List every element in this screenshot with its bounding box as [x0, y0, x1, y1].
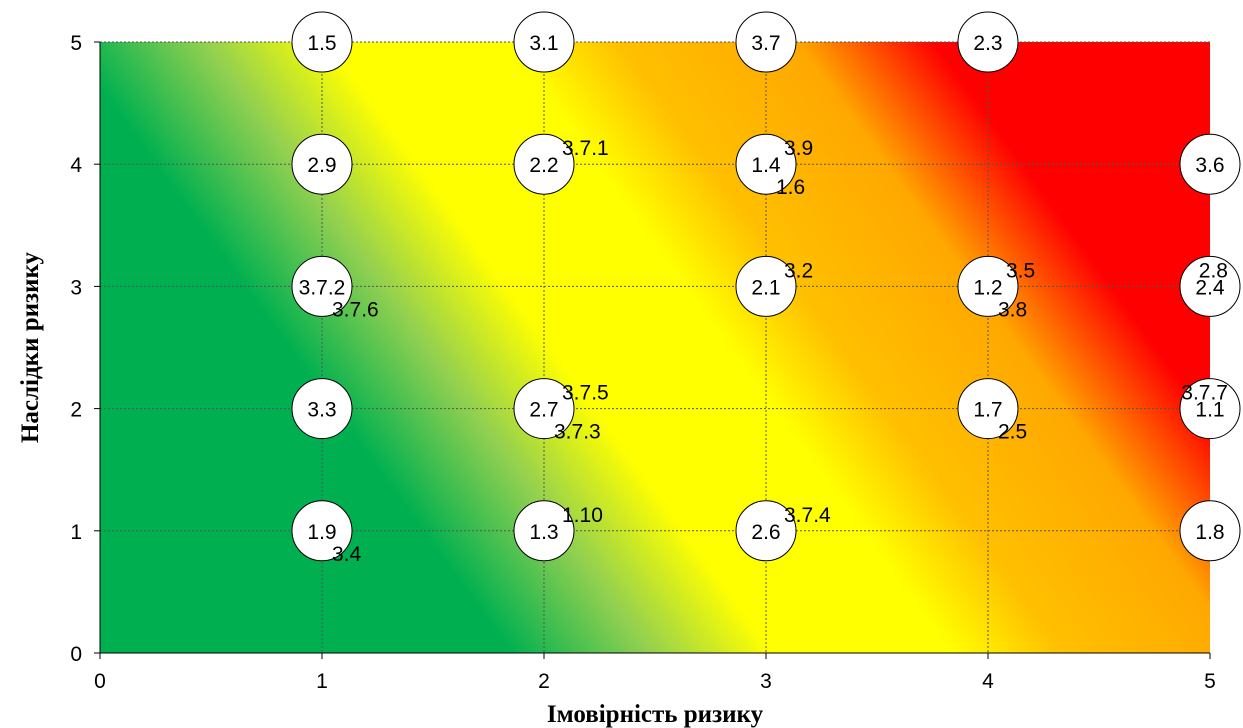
bubble-label-6: 1.4 [751, 154, 781, 177]
point-label-10: 3.7.7 [1181, 382, 1228, 405]
point-label-13: 3.7.4 [784, 504, 831, 527]
bubble-label-3: 2.3 [973, 32, 1002, 55]
bubble-label-16: 1.9 [307, 521, 336, 544]
bubble-2 [735, 11, 797, 73]
bubble-label-8: 3.7.2 [299, 276, 346, 299]
x-tick-labels: 0 1 2 3 4 5 [94, 670, 1216, 693]
bubble-label-9: 2.1 [751, 276, 780, 299]
bubble-0 [291, 11, 353, 73]
x-tick-label-5: 5 [1204, 670, 1216, 693]
bubble-14 [957, 378, 1019, 440]
bubble-label-12: 3.3 [307, 399, 336, 422]
bubble-13 [513, 378, 575, 440]
bubble-label-19: 1.8 [1195, 521, 1224, 544]
y-tick-label-5: 5 [70, 32, 82, 55]
bubble-7 [1179, 133, 1241, 195]
point-label-3: 3.7.6 [332, 298, 379, 321]
y-tick-label-0: 0 [70, 643, 82, 666]
bubble-label-13: 2.7 [529, 399, 558, 422]
point-label-12: 1.10 [562, 504, 603, 527]
bubble-18 [735, 500, 797, 562]
bubble-16 [291, 500, 353, 562]
point-labels: 3.7.1 3.9 1.6 3.7.6 3.2 3.5 3.8 2.8 3.7.5 3.7.3 3.… [332, 137, 1228, 566]
x-tick-label-1: 1 [316, 670, 328, 693]
x-tick-label-0: 0 [94, 670, 106, 693]
point-label-9: 3.7.3 [554, 421, 601, 444]
bubble-8 [291, 255, 353, 317]
x-tick-label-4: 4 [982, 670, 994, 693]
point-label-5: 3.5 [1006, 259, 1035, 282]
point-label-14: 3.4 [332, 543, 362, 566]
axes [94, 41, 1211, 659]
bubble-label-7: 3.6 [1195, 154, 1224, 177]
bubble-label-1: 3.1 [529, 32, 558, 55]
bubble-10 [957, 255, 1019, 317]
bubble-6 [735, 133, 797, 195]
bubble-1 [513, 11, 575, 73]
bubble-19 [1179, 500, 1241, 562]
point-label-6: 3.8 [998, 298, 1027, 321]
y-axis-title: Наслідки ризику [17, 251, 44, 443]
y-tick-label-2: 2 [70, 399, 82, 422]
point-label-8: 3.7.5 [562, 382, 609, 405]
y-tick-label-1: 1 [70, 521, 82, 544]
bubble-label-10: 1.2 [973, 276, 1002, 299]
y-tick-labels: 0 1 2 3 4 5 [70, 32, 82, 666]
point-label-2: 1.6 [776, 176, 805, 199]
y-tick-label-3: 3 [70, 276, 82, 299]
bubble-label-14: 1.7 [973, 399, 1002, 422]
point-label-0: 3.7.1 [562, 137, 609, 160]
bubble-4 [291, 133, 353, 195]
bubble-markers: 1.5 3.1 3.7 2.3 2.9 2.2 1.4 3.6 3.7.2 2.1 1.2 2.4 3.… [291, 11, 1241, 562]
x-tick-label-3: 3 [760, 670, 772, 693]
y-tick-label-4: 4 [70, 154, 82, 177]
bubble-15 [1179, 378, 1241, 440]
bubble-label-15: 1.1 [1195, 399, 1224, 422]
bubble-label-11: 2.4 [1195, 276, 1225, 299]
point-label-1: 3.9 [784, 137, 813, 160]
bubble-9 [735, 255, 797, 317]
bubble-label-0: 1.5 [307, 32, 336, 55]
bubble-label-4: 2.9 [307, 154, 336, 177]
bubble-label-5: 2.2 [529, 154, 558, 177]
bubble-label-2: 3.7 [751, 32, 780, 55]
point-label-4: 3.2 [784, 259, 813, 282]
plot-background [100, 42, 1210, 653]
bubble-5 [513, 133, 575, 195]
x-tick-label-2: 2 [538, 670, 550, 693]
bubble-label-17: 1.3 [529, 521, 558, 544]
bubble-11 [1179, 255, 1241, 317]
x-axis-title: Імовірність ризику [547, 701, 764, 728]
bubble-label-18: 2.6 [751, 521, 780, 544]
point-label-7: 2.8 [1199, 259, 1228, 282]
point-label-11: 2.5 [998, 421, 1027, 444]
bubble-3 [957, 11, 1019, 73]
bubble-17 [513, 500, 575, 562]
bubble-12 [291, 378, 353, 440]
